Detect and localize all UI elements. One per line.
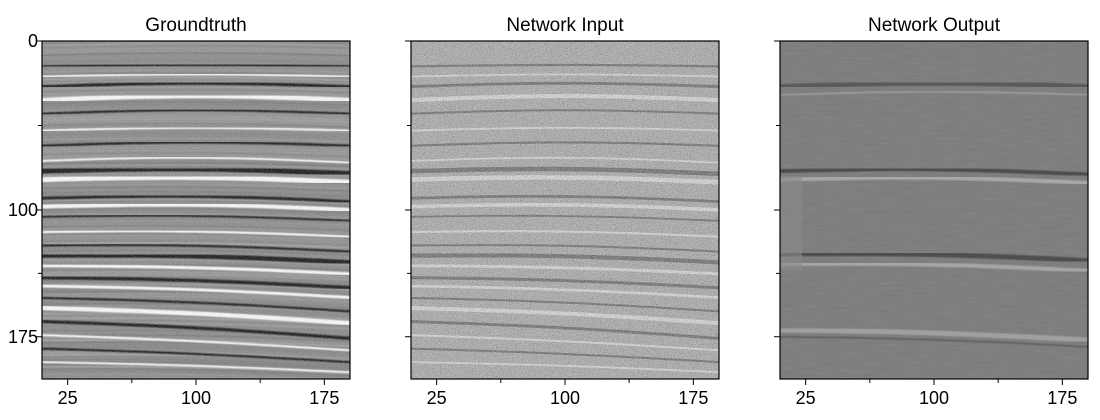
y-tick-label: 175 xyxy=(8,327,38,347)
seismic-image xyxy=(42,41,350,379)
texture-overlay xyxy=(42,41,350,379)
reflector-soft xyxy=(780,327,1088,343)
panel-title: Groundtruth xyxy=(145,15,246,36)
panel-title: Network Output xyxy=(868,15,1001,36)
x-tick-label: 175 xyxy=(309,388,339,408)
reflector-soft xyxy=(780,251,1088,264)
panel-title: Network Input xyxy=(506,15,624,36)
axis-ticks: 25 100 175 0 100 175 xyxy=(8,31,339,408)
x-tick-label: 25 xyxy=(427,388,447,408)
reflector-soft xyxy=(780,80,1088,90)
panel-groundtruth: Groundtruth 25 100 175 0 100 175 xyxy=(8,15,351,408)
x-tick-label: 25 xyxy=(796,388,816,408)
x-tick-label: 100 xyxy=(550,388,580,408)
noise-overlay xyxy=(411,41,719,379)
x-tick-label: 175 xyxy=(678,388,708,408)
panel-network-output: Network Output 25 100 175 xyxy=(774,15,1089,408)
x-tick-label: 175 xyxy=(1047,388,1077,408)
reflector-soft xyxy=(780,261,1088,273)
y-tick-label: 0 xyxy=(28,31,38,51)
reflector-soft xyxy=(780,167,1088,177)
reflector-soft xyxy=(780,335,1088,348)
panel-network-input: Network Input 25 100 175 xyxy=(405,15,720,408)
x-tick-label: 100 xyxy=(181,388,211,408)
x-tick-label: 100 xyxy=(919,388,949,408)
x-tick-label: 25 xyxy=(58,388,78,408)
reflector-soft xyxy=(780,90,1088,97)
axis-ticks: 25 100 175 xyxy=(774,40,1077,408)
y-tick-label: 100 xyxy=(8,200,38,220)
seismic-image xyxy=(780,41,1088,379)
reflector-soft xyxy=(780,175,1088,185)
axis-ticks: 25 100 175 xyxy=(405,40,708,408)
texture-overlay xyxy=(780,41,1088,379)
seismic-image xyxy=(411,41,719,379)
edge-artifact xyxy=(780,176,802,271)
